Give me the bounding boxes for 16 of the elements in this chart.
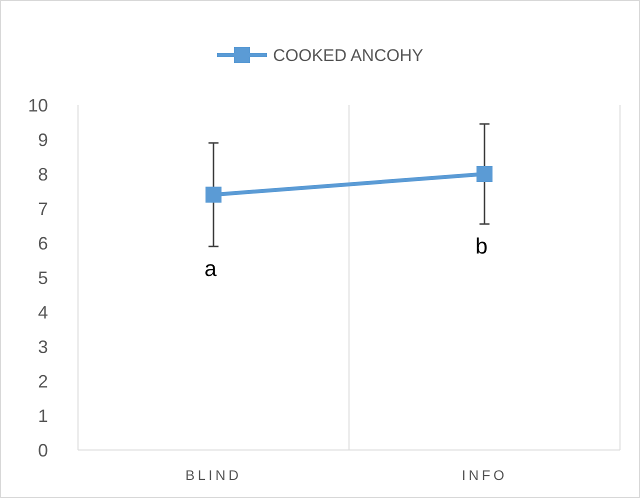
y-tick-label: 1 bbox=[38, 406, 48, 426]
x-tick-label: BLIND bbox=[185, 467, 242, 483]
y-tick-label: 7 bbox=[38, 198, 48, 219]
y-tick-label: 0 bbox=[38, 440, 48, 460]
y-tick-label: 3 bbox=[38, 336, 48, 357]
y-tick-label: 9 bbox=[38, 130, 48, 150]
y-tick-label: 5 bbox=[38, 268, 48, 288]
x-tick-label: INFO bbox=[462, 467, 508, 483]
y-tick-label: 2 bbox=[38, 371, 48, 392]
y-tick-label: 6 bbox=[38, 233, 48, 254]
annotation: a bbox=[204, 256, 218, 282]
annotation: b bbox=[475, 234, 488, 259]
y-tick-label: 10 bbox=[28, 95, 48, 116]
legend-label: COOKED ANCOHY bbox=[273, 46, 424, 65]
y-tick-label: 4 bbox=[38, 302, 48, 322]
y-tick-label: 8 bbox=[38, 164, 48, 184]
